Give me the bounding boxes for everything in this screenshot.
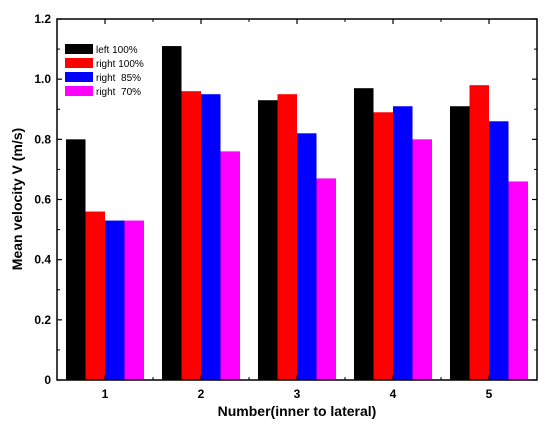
y-tick-label: 0.8 <box>34 132 51 146</box>
legend-swatch <box>65 58 93 68</box>
legend-swatch <box>65 44 93 54</box>
y-tick-label: 0.6 <box>34 193 51 207</box>
x-tick-label: 3 <box>294 387 301 401</box>
bar-3-series-3 <box>297 133 317 380</box>
x-tick-label: 4 <box>390 387 397 401</box>
bar-2-series-1 <box>162 46 182 380</box>
bar-1-series-1 <box>66 139 86 380</box>
bar-1-series-2 <box>85 211 105 380</box>
bar-4-series-4 <box>412 139 432 380</box>
bars-group <box>66 46 528 381</box>
x-tick-label: 1 <box>102 387 109 401</box>
bar-5-series-4 <box>508 181 528 380</box>
bar-3-series-4 <box>316 178 336 380</box>
x-axis-title: Number(inner to lateral) <box>218 403 377 419</box>
y-tick-label: 0.4 <box>34 253 51 267</box>
y-tick-label: 1.2 <box>34 12 51 26</box>
bar-5-series-3 <box>489 121 509 381</box>
y-tick-label: 0 <box>44 373 51 387</box>
bar-1-series-3 <box>105 220 125 380</box>
y-axis-title: Mean velocity V (m/s) <box>9 128 25 270</box>
y-tick-label: 1.0 <box>34 72 51 86</box>
bar-4-series-2 <box>373 112 393 380</box>
legend-swatch <box>65 86 93 96</box>
bar-2-series-3 <box>201 94 221 380</box>
x-tick-label: 5 <box>486 387 493 401</box>
legend-label: right 100% <box>96 59 144 70</box>
bar-4-series-3 <box>393 106 413 380</box>
x-tick-label: 2 <box>198 387 205 401</box>
bar-3-series-1 <box>258 100 278 380</box>
legend: left 100% right 100% right 85% right 70% <box>65 44 144 98</box>
ticks-group: 0 0.2 0.4 0.6 0.8 1.0 1.2 1 2 3 4 5 <box>34 12 537 401</box>
bar-5-series-1 <box>450 106 470 380</box>
bar-2-series-2 <box>181 91 201 380</box>
bar-5-series-2 <box>469 85 489 380</box>
legend-label: right 70% <box>96 87 141 98</box>
bar-2-series-4 <box>220 151 240 380</box>
legend-label: left 100% <box>96 45 138 56</box>
bar-4-series-1 <box>354 88 374 381</box>
legend-swatch <box>65 72 93 82</box>
bar-3-series-2 <box>277 94 297 380</box>
bar-1-series-4 <box>124 220 144 380</box>
y-tick-label: 0.2 <box>34 313 51 327</box>
legend-label: right 85% <box>96 73 141 84</box>
